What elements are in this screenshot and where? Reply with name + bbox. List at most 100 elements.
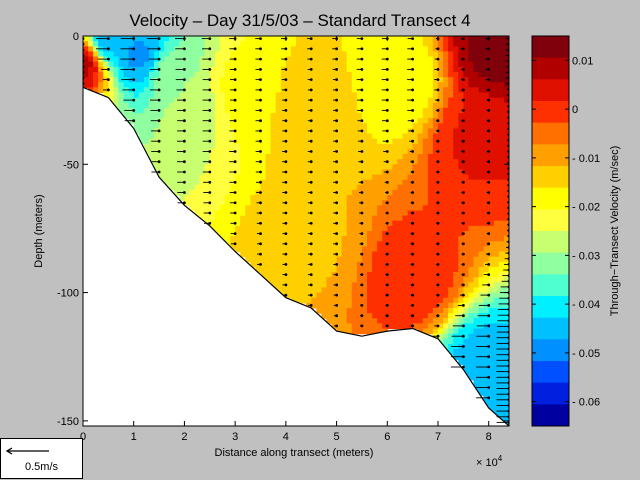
velocity-arrow-dot <box>157 139 161 143</box>
contour-cell <box>417 51 424 58</box>
contour-cell <box>503 277 509 283</box>
contour-cell <box>199 77 206 83</box>
contour-cell <box>402 236 409 242</box>
contour-cell <box>285 251 292 258</box>
velocity-arrow-dot <box>157 129 161 133</box>
contour-cell <box>245 169 251 176</box>
contour-cell <box>326 118 333 124</box>
contour-cell <box>179 174 186 181</box>
contour-cell <box>250 205 257 212</box>
contour-cell <box>483 379 490 386</box>
contour-cell <box>488 77 495 83</box>
contour-cell <box>306 164 312 171</box>
contour-cell <box>392 292 399 299</box>
contour-cell <box>351 272 358 278</box>
contour-cell <box>270 215 277 222</box>
contour-cell <box>422 236 429 242</box>
contour-cell <box>463 92 470 99</box>
contour-cell <box>468 87 475 94</box>
contour-cell <box>453 261 459 268</box>
contour-cell <box>351 302 358 309</box>
contour-cell <box>235 66 241 73</box>
contour-cell <box>432 251 439 258</box>
contour-cell <box>209 92 216 99</box>
contour-cell <box>169 184 175 191</box>
contour-cell <box>427 302 434 309</box>
contour-cell <box>503 395 509 401</box>
contour-cell <box>387 266 393 273</box>
contour-cell <box>488 338 495 345</box>
contour-cell <box>503 118 509 124</box>
contour-cell <box>483 246 490 253</box>
velocity-arrow-dot <box>487 252 491 256</box>
contour-cell <box>341 261 348 268</box>
contour-cell <box>453 246 459 253</box>
contour-cell <box>367 66 373 73</box>
contour-cell <box>478 82 485 88</box>
contour-cell <box>432 71 439 78</box>
contour-cell <box>356 313 363 319</box>
contour-cell <box>83 51 89 58</box>
contour-cell <box>331 102 338 109</box>
contour-cell <box>483 266 490 273</box>
contour-cell <box>417 107 424 114</box>
contour-cell <box>326 113 333 119</box>
contour-cell <box>280 71 287 78</box>
contour-cell <box>427 46 434 53</box>
contour-cell <box>407 143 414 150</box>
contour-cell <box>478 41 485 47</box>
contour-cell <box>250 215 257 222</box>
contour-cell <box>326 200 333 206</box>
contour-cell <box>377 195 383 201</box>
contour-cell <box>311 241 317 248</box>
contour-cell <box>367 308 373 314</box>
contour-cell <box>498 292 505 299</box>
contour-cell <box>326 246 333 253</box>
contour-cell <box>372 41 378 47</box>
contour-cell <box>260 169 267 176</box>
contour-cell <box>265 97 272 104</box>
contour-cell <box>392 282 399 289</box>
contour-cell <box>209 215 216 222</box>
contour-cell <box>199 159 206 165</box>
contour-cell <box>204 71 211 78</box>
contour-cell <box>235 92 241 99</box>
contour-cell <box>402 189 409 196</box>
contour-cell <box>483 179 490 186</box>
contour-cell <box>468 51 475 58</box>
contour-cell <box>463 154 470 160</box>
contour-cell <box>367 92 373 99</box>
contour-cell <box>412 266 419 273</box>
contour-cell <box>250 36 257 42</box>
contour-cell <box>361 118 368 124</box>
contour-cell <box>260 123 267 129</box>
contour-cell <box>321 297 328 304</box>
contour-cell <box>230 143 236 150</box>
velocity-arrow-dot <box>284 252 288 256</box>
contour-cell <box>503 272 509 278</box>
contour-cell <box>148 113 155 119</box>
contour-cell <box>93 77 99 83</box>
contour-cell <box>285 61 292 68</box>
contour-cell <box>326 102 333 109</box>
contour-cell <box>290 164 297 171</box>
contour-cell <box>432 82 439 88</box>
contour-cell <box>387 302 393 309</box>
contour-cell <box>438 66 444 73</box>
contour-cell <box>448 266 454 273</box>
contour-cell <box>412 102 419 109</box>
contour-cell <box>417 272 424 278</box>
contour-cell <box>493 56 500 63</box>
velocity-arrow-dot <box>436 263 440 266</box>
contour-cell <box>387 282 393 289</box>
contour-cell <box>382 297 388 304</box>
contour-cell <box>138 118 145 124</box>
contour-cell <box>336 61 343 68</box>
contour-cell <box>387 61 393 68</box>
contour-cell <box>503 179 509 186</box>
contour-cell <box>372 210 378 217</box>
contour-cell <box>372 164 378 171</box>
contour-cell <box>422 36 429 42</box>
velocity-arrow-dot <box>208 139 212 143</box>
contour-cell <box>488 174 495 181</box>
